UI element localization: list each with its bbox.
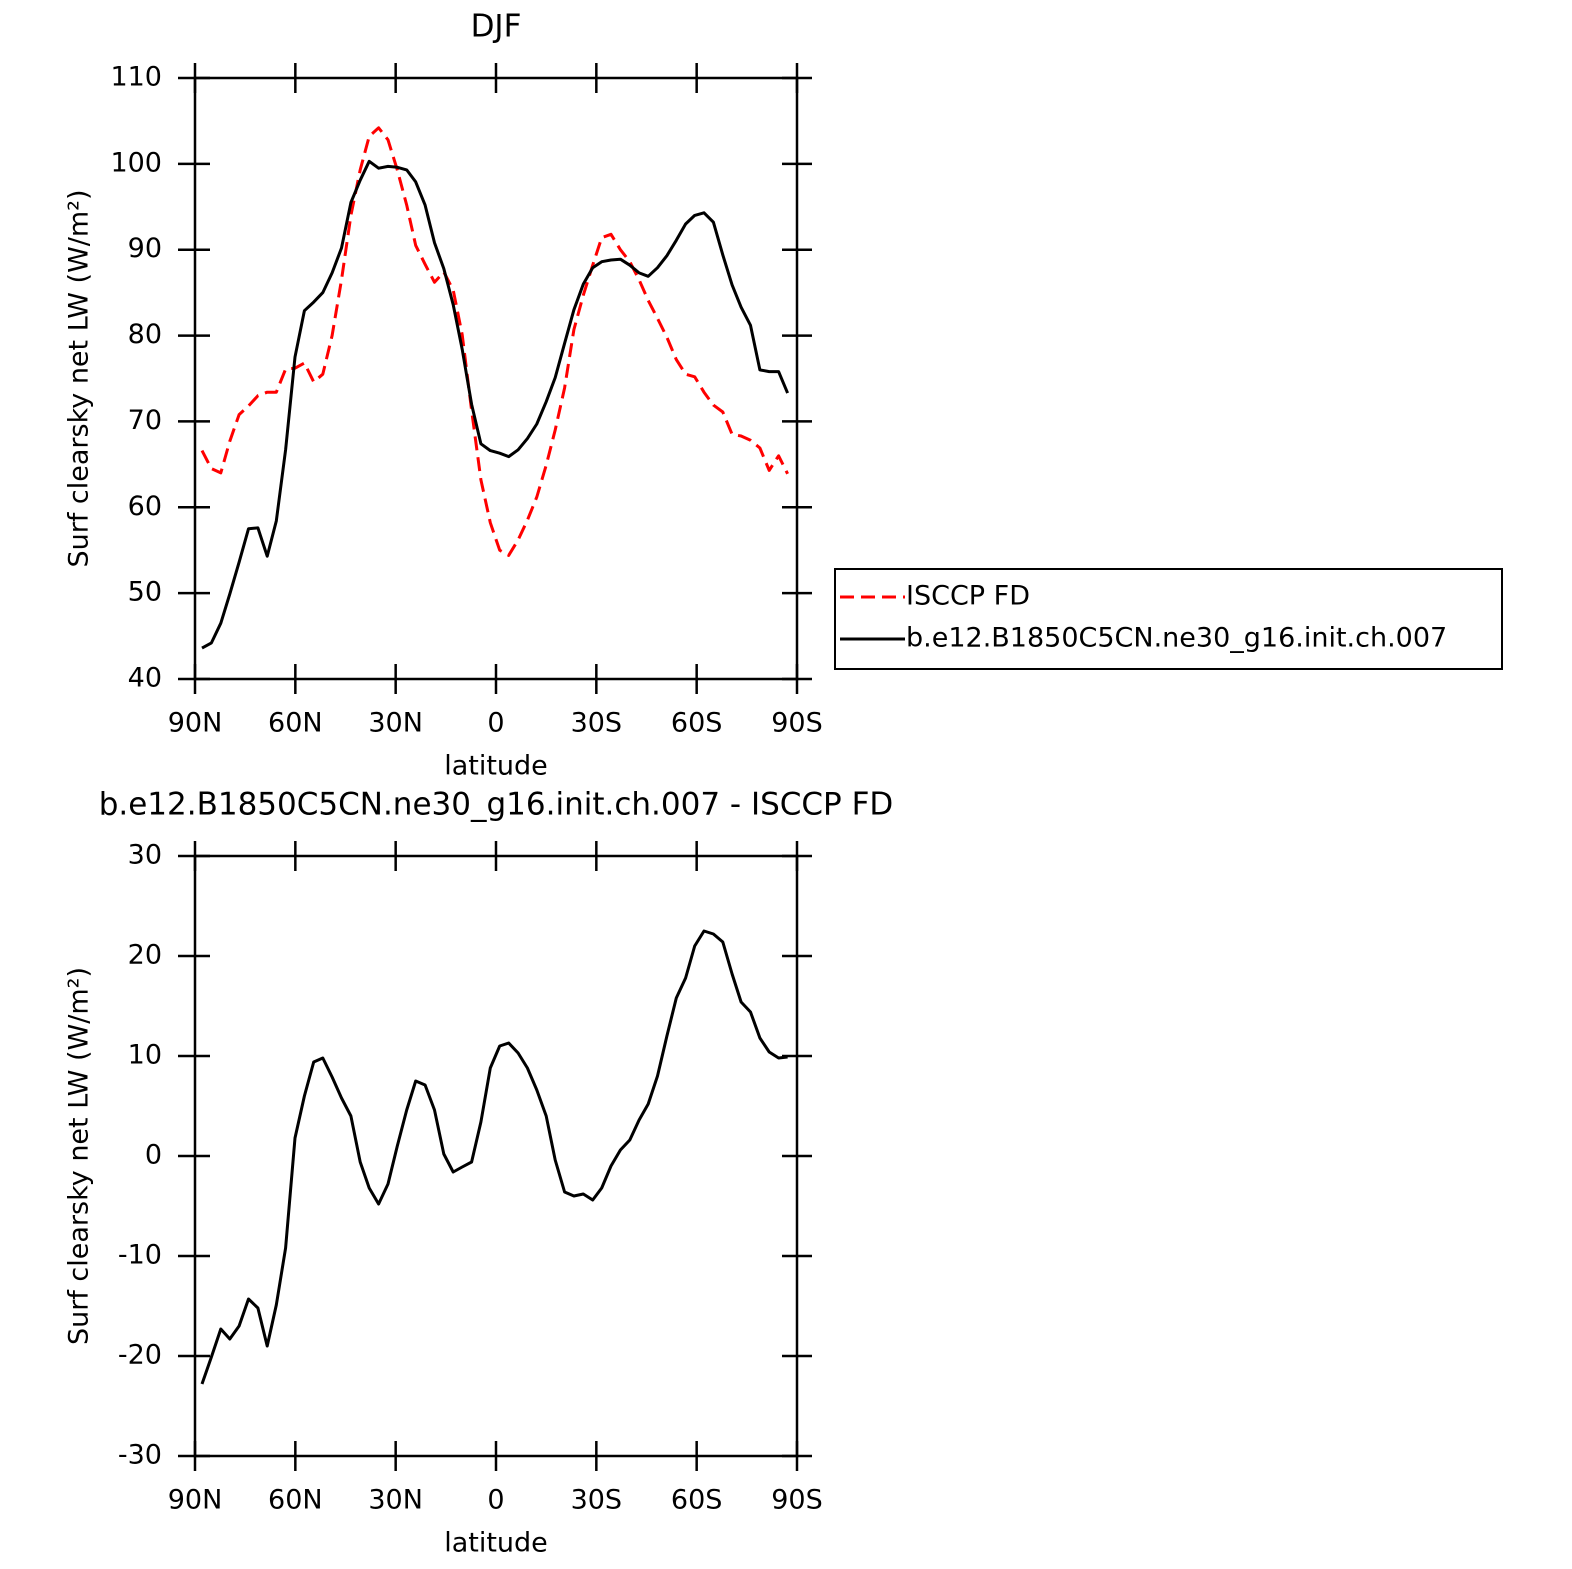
data-line — [200, 126, 789, 557]
x-tick-label: 30N — [368, 708, 423, 739]
x-tick-label: 0 — [487, 1485, 504, 1516]
x-tick-label: 0 — [487, 708, 504, 739]
y-tick-label: 10 — [128, 1040, 162, 1071]
y-tick-label: 70 — [128, 405, 162, 436]
legend-label: ISCCP FD — [906, 581, 1030, 612]
y-axis-label: Surf clearsky net LW (W/m²) — [64, 967, 95, 1345]
plot-frame — [193, 76, 799, 681]
x-tick-label: 90N — [168, 1485, 223, 1516]
x-tick-label: 90S — [771, 708, 823, 739]
chart-title: b.e12.B1850C5CN.ne30_g16.init.ch.007 - I… — [99, 787, 894, 823]
x-tick-label: 90N — [168, 708, 223, 739]
legend-label: b.e12.B1850C5CN.ne30_g16.init.ch.007 — [906, 623, 1447, 654]
y-tick-label: 60 — [128, 491, 162, 522]
x-tick-label: 60N — [268, 1485, 323, 1516]
x-tick-label: 30N — [368, 1485, 423, 1516]
y-tick-label: -10 — [118, 1240, 162, 1271]
x-tick-label: 60S — [671, 708, 723, 739]
y-tick-label: 40 — [128, 663, 162, 694]
y-tick-label: 100 — [110, 147, 162, 178]
data-line — [201, 159, 789, 650]
y-tick-label: 20 — [128, 940, 162, 971]
y-tick-label: -20 — [118, 1340, 162, 1371]
y-tick-label: 0 — [145, 1140, 162, 1171]
y-tick-label: 30 — [128, 840, 162, 871]
x-axis-label: latitude — [444, 1528, 548, 1559]
y-tick-label: 80 — [128, 319, 162, 350]
legend-box — [834, 568, 1503, 670]
y-tick-label: -30 — [118, 1440, 162, 1471]
x-tick-label: 90S — [771, 1485, 823, 1516]
y-tick-label: 110 — [110, 62, 162, 93]
x-tick-label: 60S — [671, 1485, 723, 1516]
y-tick-label: 90 — [128, 233, 162, 264]
x-tick-label: 30S — [571, 708, 623, 739]
x-axis-label: latitude — [444, 751, 548, 782]
y-tick-label: 50 — [128, 577, 162, 608]
chart-title: DJF — [471, 9, 522, 45]
plot-frame — [193, 854, 799, 1458]
data-line — [200, 929, 788, 1385]
x-tick-label: 30S — [571, 1485, 623, 1516]
y-axis-label: Surf clearsky net LW (W/m²) — [64, 189, 95, 567]
x-tick-label: 60N — [268, 708, 323, 739]
